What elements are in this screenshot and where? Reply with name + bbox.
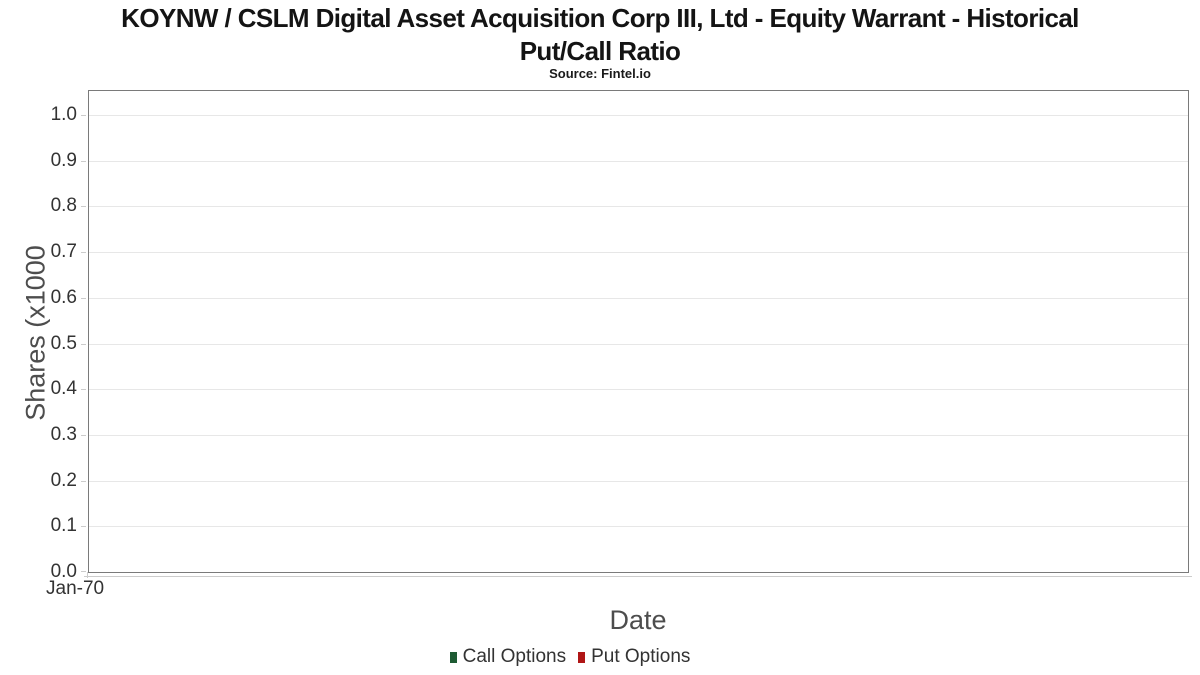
y-tick-mark — [81, 571, 86, 572]
y-tick-label: 0.2 — [50, 469, 77, 491]
gridline — [89, 480, 1188, 482]
y-tick-mark — [81, 206, 86, 208]
y-tick-label: 0.5 — [50, 332, 77, 354]
y-tick-label: 1.0 — [50, 104, 77, 125]
x-axis-title: Date — [609, 605, 667, 635]
gridline — [89, 160, 1188, 162]
y-tick-label: 0.3 — [50, 423, 77, 445]
legend: Call Options Put Options — [0, 646, 1140, 668]
y-tick-mark — [81, 160, 86, 162]
chart-title-line-1: KOYNW / CSLM Digital Asset Acquisition C… — [121, 3, 1079, 33]
put-options-legend-marker-icon — [578, 651, 586, 663]
y-tick-label: 0.7 — [50, 241, 77, 263]
gridline — [89, 434, 1188, 436]
y-tick-mark — [81, 115, 86, 116]
gridline — [89, 297, 1188, 299]
legend-item-call-options[interactable]: Call Options — [449, 646, 567, 668]
gridline — [89, 389, 1188, 391]
call-options-legend-marker-icon — [449, 651, 457, 663]
y-tick-label: 0.9 — [50, 149, 77, 171]
y-tick-mark — [81, 480, 86, 482]
y-tick-label: 0.8 — [50, 195, 77, 217]
y-tick-label: 0.4 — [50, 378, 77, 400]
x-tick-mark — [87, 572, 88, 578]
y-tick-mark — [81, 297, 86, 299]
legend-label-call-options: Call Options — [462, 646, 567, 667]
chart-title-line-2: Put/Call Ratio — [519, 36, 681, 66]
y-tick-mark — [81, 389, 86, 391]
y-tick-mark — [81, 252, 86, 254]
y-tick-label: 0.6 — [50, 286, 77, 308]
gridline — [89, 115, 1188, 116]
y-tick-mark — [81, 526, 86, 528]
chart-subtitle: Source: Fintel.io — [549, 66, 651, 81]
gridline — [89, 252, 1188, 254]
plot-area — [88, 90, 1189, 573]
x-tick-label: Jan-70 — [46, 578, 105, 599]
y-tick-mark — [81, 434, 86, 436]
y-tick-label: 0.0 — [50, 561, 77, 582]
gridline — [89, 343, 1188, 345]
y-tick-label: 0.1 — [50, 515, 77, 537]
y-tick-mark — [81, 343, 86, 345]
legend-item-put-options[interactable]: Put Options — [578, 646, 690, 668]
chart-title: KOYNW / CSLM Digital Asset Acquisition C… — [0, 2, 1200, 68]
y-axis: 1.0 0.9 0.8 0.7 0.6 0.5 0.4 0.3 0.2 0.1 … — [0, 90, 88, 582]
gridline — [89, 526, 1188, 528]
legend-label-put-options: Put Options — [591, 646, 691, 667]
x-axis-line — [84, 576, 1192, 577]
gridline — [89, 206, 1188, 208]
